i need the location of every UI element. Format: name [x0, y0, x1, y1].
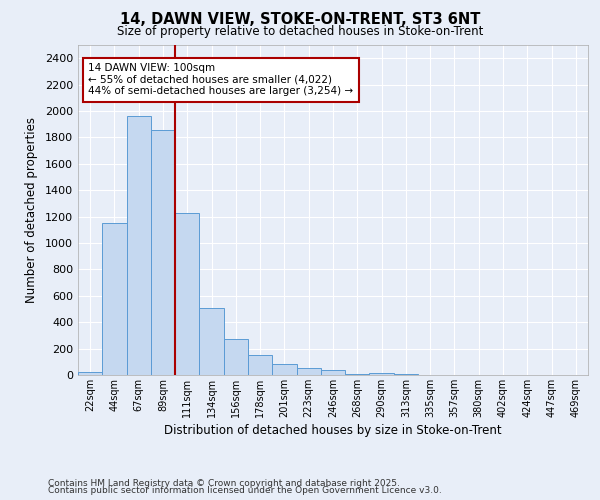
Bar [151, 130, 175, 375]
Text: 14 DAWN VIEW: 100sqm
← 55% of detached houses are smaller (4,022)
44% of semi-de: 14 DAWN VIEW: 100sqm ← 55% of detached h… [88, 63, 353, 96]
Text: Size of property relative to detached houses in Stoke-on-Trent: Size of property relative to detached ho… [117, 25, 483, 38]
X-axis label: Distribution of detached houses by size in Stoke-on-Trent: Distribution of detached houses by size … [164, 424, 502, 437]
Bar [296, 368, 321, 375]
Bar [78, 372, 102, 375]
Bar [102, 223, 127, 375]
Y-axis label: Number of detached properties: Number of detached properties [25, 117, 38, 303]
Bar [272, 364, 296, 375]
Bar [370, 373, 394, 375]
Text: Contains public sector information licensed under the Open Government Licence v3: Contains public sector information licen… [48, 486, 442, 495]
Bar [248, 355, 272, 375]
Bar [175, 212, 199, 375]
Bar [224, 340, 248, 375]
Bar [127, 116, 151, 375]
Bar [199, 308, 224, 375]
Bar [394, 374, 418, 375]
Bar [321, 370, 345, 375]
Text: 14, DAWN VIEW, STOKE-ON-TRENT, ST3 6NT: 14, DAWN VIEW, STOKE-ON-TRENT, ST3 6NT [120, 12, 480, 28]
Bar [345, 374, 370, 375]
Text: Contains HM Land Registry data © Crown copyright and database right 2025.: Contains HM Land Registry data © Crown c… [48, 478, 400, 488]
